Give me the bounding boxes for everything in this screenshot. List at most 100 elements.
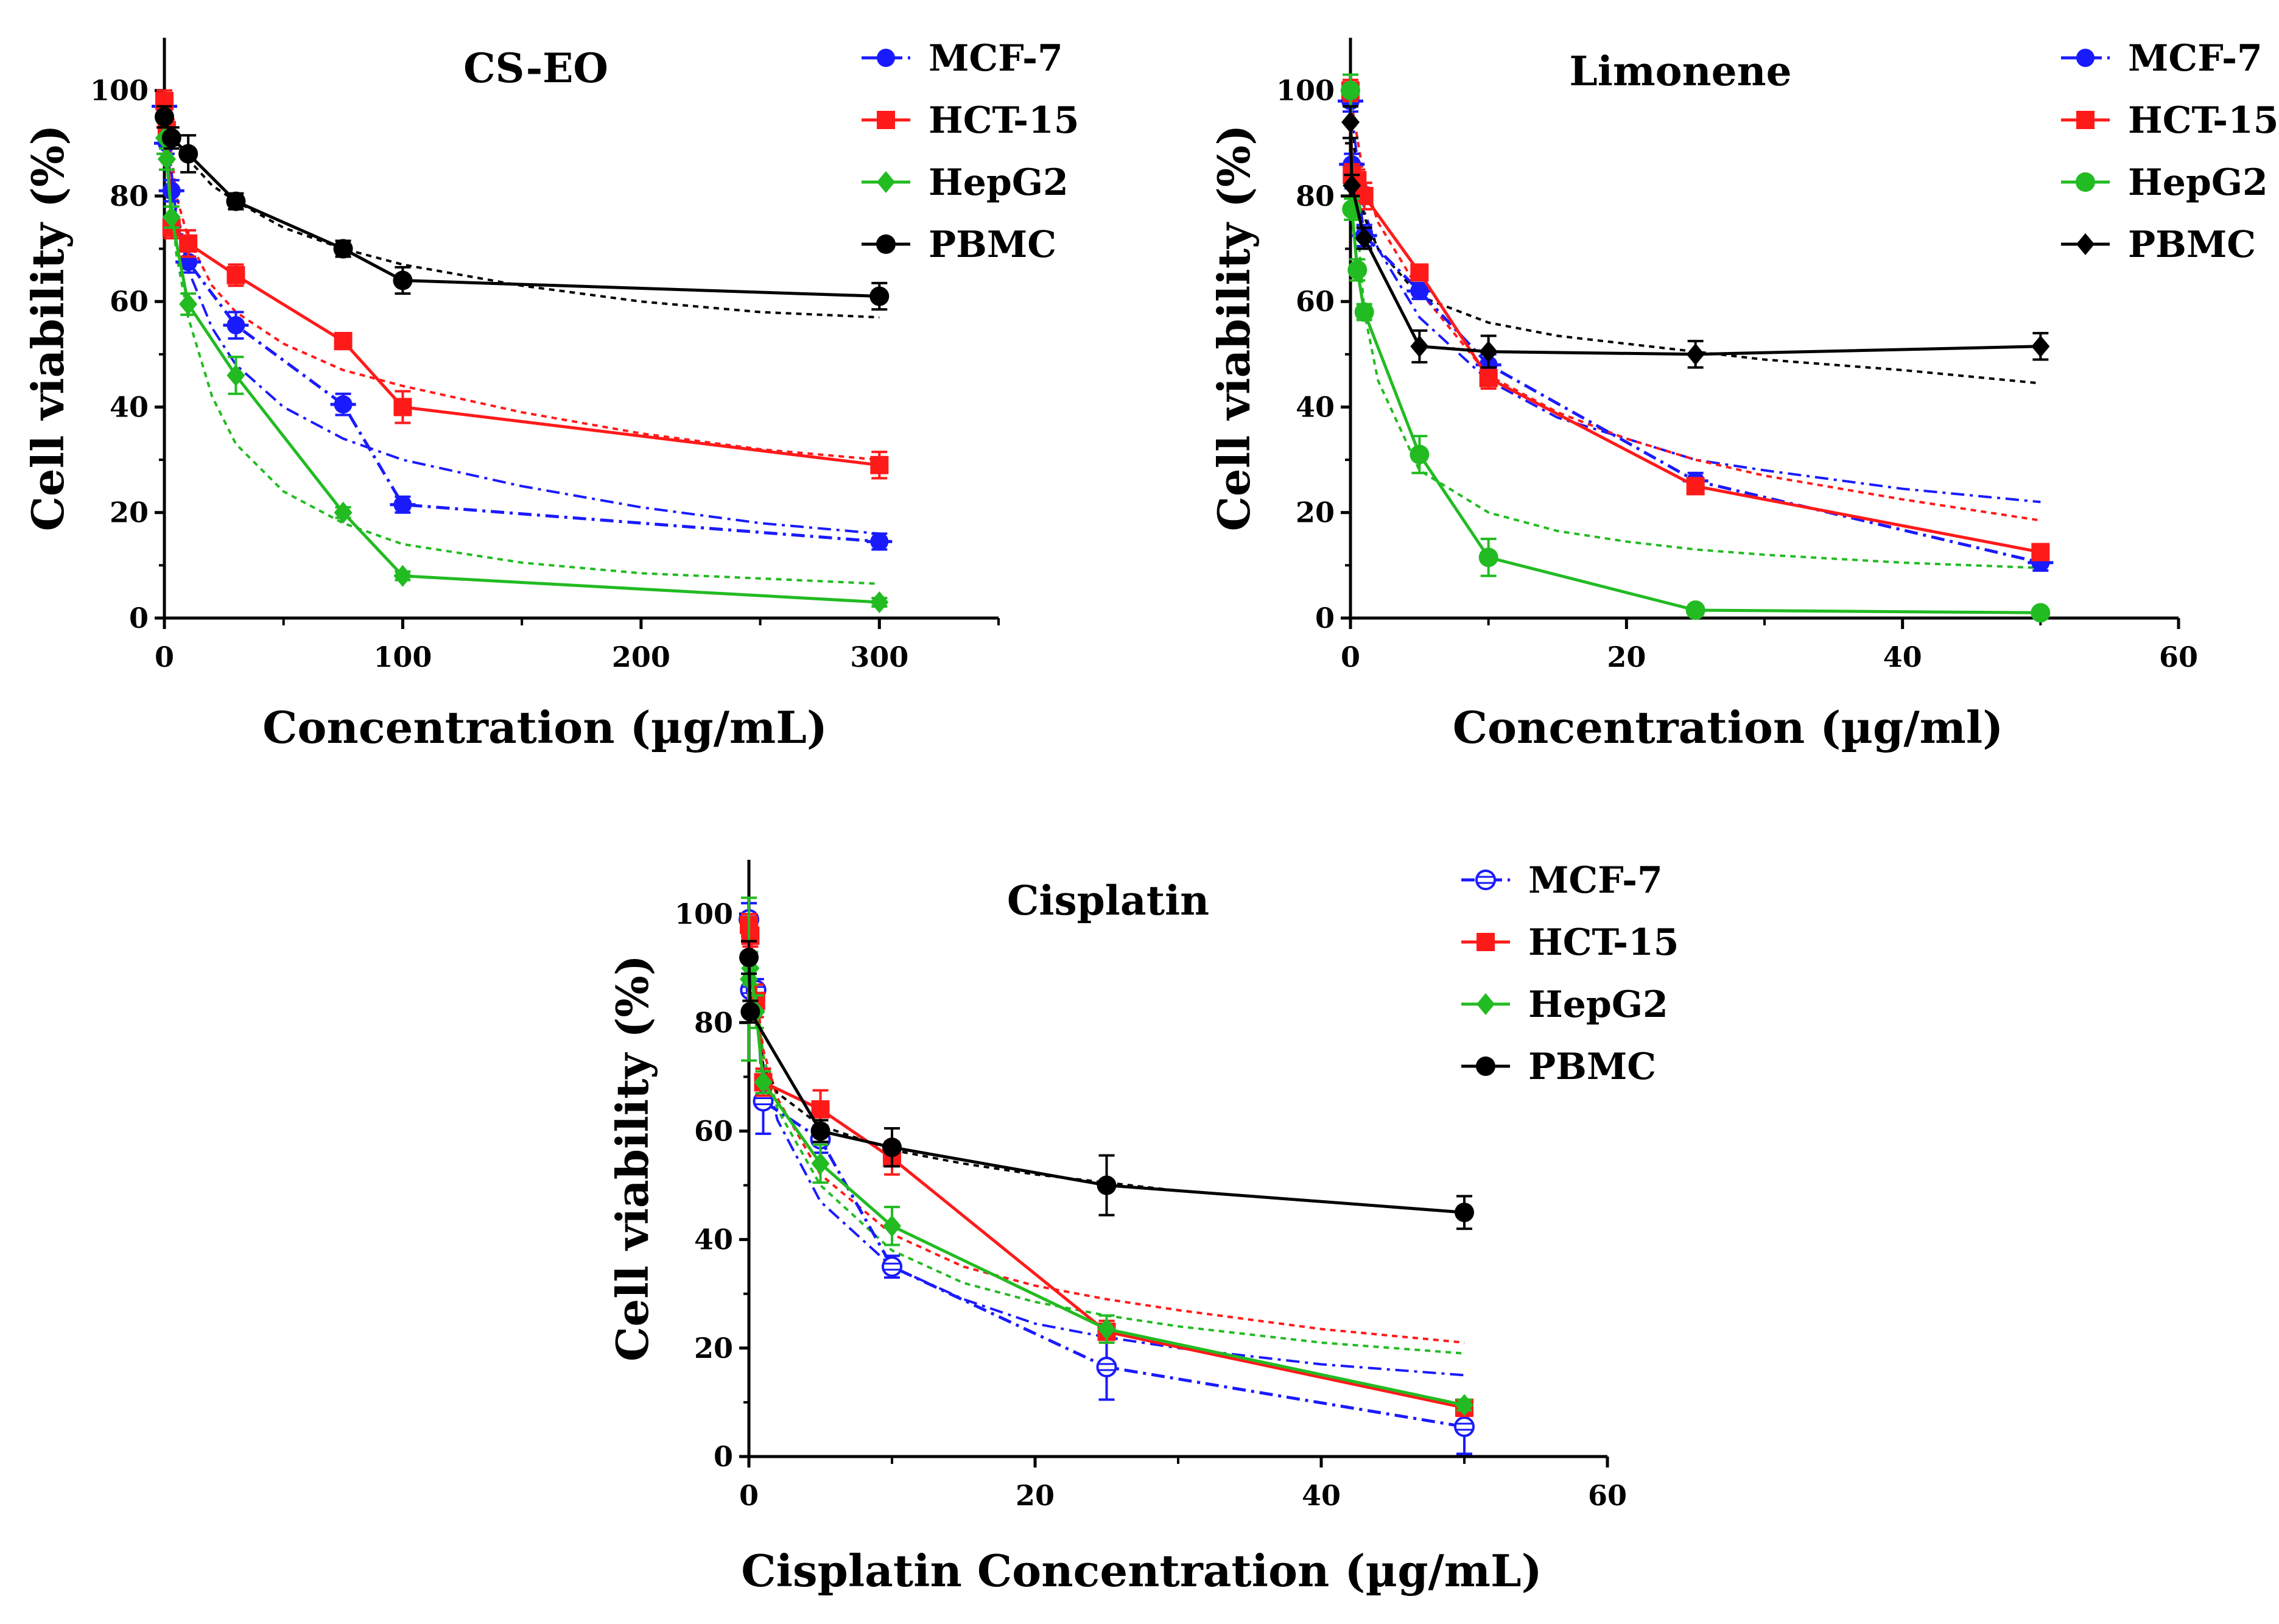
legend-marker (2076, 111, 2095, 129)
legend-item-hct-15: HCT-15 (2061, 99, 2279, 142)
y-tick-label: 20 (694, 1332, 733, 1365)
data-point-hct-15 (334, 332, 353, 351)
legend-marker (877, 171, 895, 193)
data-point-pbmc (333, 239, 353, 259)
x-tick-label: 300 (850, 641, 908, 673)
data-point-hepg2 (1341, 80, 1360, 100)
data-point-pbmc (161, 128, 181, 148)
data-point-hct-15 (1479, 368, 1498, 387)
legend-label: MCF-7 (2128, 37, 2263, 80)
data-point-hepg2 (226, 364, 245, 387)
fit-curve-mcf-7 (1350, 111, 2041, 504)
data-point-hepg2 (811, 1152, 830, 1175)
data-point-hct-15 (2031, 543, 2050, 561)
data-point-hct-15 (1686, 477, 1705, 496)
y-tick-label: 100 (675, 898, 733, 930)
y-tick-label: 40 (1296, 390, 1335, 423)
data-point-pbmc (740, 1002, 760, 1022)
legend-item-pbmc: PBMC (1461, 1046, 1656, 1088)
data-point-pbmc (226, 191, 246, 211)
data-point-hepg2 (1685, 600, 1705, 620)
data-point-pbmc (1479, 340, 1498, 363)
data-point-mcf-7 (1096, 1357, 1117, 1377)
chart-panel-cisplatin: 0 20 40 60 80 100 0 20 40 60 Cisplatin Concentrati… (606, 859, 1679, 1597)
data-point-hepg2 (1097, 1318, 1116, 1340)
data-point-hct-15 (1410, 263, 1429, 282)
legend-item-hepg2: HepG2 (2061, 161, 2268, 204)
data-point-hepg2 (870, 591, 889, 614)
data-point-pbmc (1410, 335, 1429, 357)
y-tick-label: 60 (694, 1114, 733, 1147)
legend-marker (1477, 933, 1495, 951)
fit-curve-hepg2 (748, 941, 1465, 1355)
data-point-hct-15 (179, 234, 198, 253)
y-tick-label: 80 (110, 180, 149, 213)
legend: MCF-7 HCT-15 HepG2 PBMC (862, 37, 1080, 266)
series-line-mcf-7 (163, 106, 880, 543)
legend-label: HCT-15 (2128, 99, 2279, 142)
chart-panel-limonene: 0 20 40 60 80 100 0 20 40 60 Concentration (µg/ml)… (1208, 37, 2279, 753)
data-point-mcf-7 (882, 1256, 902, 1278)
legend-label: HepG2 (1528, 983, 1668, 1026)
fit-curve-pbmc (748, 968, 1465, 1214)
legend-label: HCT-15 (1528, 921, 1679, 964)
data-point-hepg2 (1410, 445, 1430, 465)
data-point-mcf-7 (1454, 1416, 1475, 1437)
legend-item-hct-15: HCT-15 (862, 99, 1080, 142)
x-axis-title: Concentration (µg/mL) (262, 701, 827, 753)
x-tick-label: 200 (612, 641, 670, 673)
data-point-pbmc (869, 286, 890, 306)
chart-title: CS-EO (463, 44, 608, 92)
data-point-hepg2 (1354, 302, 1374, 322)
y-axis-title: Cell viability (%) (1208, 125, 1260, 532)
legend-item-hepg2: HepG2 (862, 161, 1069, 204)
data-point-pbmc (393, 270, 413, 290)
y-tick-label: 20 (1296, 496, 1335, 529)
legend-label: PBMC (929, 223, 1056, 266)
legend-item-hct-15: HCT-15 (1461, 921, 1679, 964)
data-point-hct-15 (226, 265, 245, 284)
data-point-hct-15 (870, 455, 889, 474)
y-tick-label: 80 (694, 1006, 733, 1039)
legend-marker (1475, 870, 1496, 890)
data-point-hepg2 (162, 206, 181, 228)
x-tick-label: 40 (1883, 641, 1922, 673)
legend-marker (2076, 233, 2095, 255)
series-pbmc (739, 940, 1474, 1230)
fit-curve-pbmc (164, 111, 880, 319)
series-mcf-7 (152, 94, 893, 551)
fit-curve-mcf-7 (748, 924, 1465, 1377)
data-point-hepg2 (334, 501, 353, 524)
y-tick-label: 100 (90, 74, 149, 107)
x-axis-title: Cisplatin Concentration (µg/mL) (741, 1545, 1542, 1597)
legend-label: MCF-7 (1528, 859, 1663, 902)
data-point-pbmc (1355, 227, 1374, 250)
series-line-mcf-7 (747, 919, 1465, 1429)
legend-item-hepg2: HepG2 (1461, 983, 1668, 1026)
legend-label: PBMC (2128, 223, 2256, 266)
series-line-pbmc (163, 116, 880, 298)
legend: MCF-7 HCT-15 HepG2 PBMC (2061, 37, 2279, 266)
legend-label: PBMC (1528, 1046, 1656, 1088)
data-point-hct-15 (811, 1100, 830, 1119)
data-point-hepg2 (1478, 547, 1498, 568)
fit-curve-hct-15 (1350, 100, 2041, 522)
fit-curve-mcf-7 (164, 116, 880, 535)
data-point-pbmc (178, 144, 198, 164)
legend-marker (1477, 993, 1495, 1015)
data-point-hepg2 (179, 293, 198, 315)
legend-label: HCT-15 (929, 99, 1080, 142)
data-point-hepg2 (1455, 1394, 1473, 1416)
y-tick-label: 20 (110, 496, 149, 529)
data-point-hepg2 (754, 1071, 773, 1094)
data-point-pbmc (1341, 111, 1360, 133)
data-point-hepg2 (2031, 603, 2051, 623)
data-point-pbmc (155, 107, 174, 127)
legend: MCF-7 HCT-15 HepG2 PBMC (1461, 859, 1679, 1088)
data-point-hepg2 (883, 1215, 901, 1237)
y-tick-label: 60 (1296, 285, 1335, 318)
data-point-pbmc (882, 1137, 902, 1158)
chart-title: Limonene (1569, 47, 1791, 95)
legend-item-pbmc: PBMC (862, 223, 1056, 266)
